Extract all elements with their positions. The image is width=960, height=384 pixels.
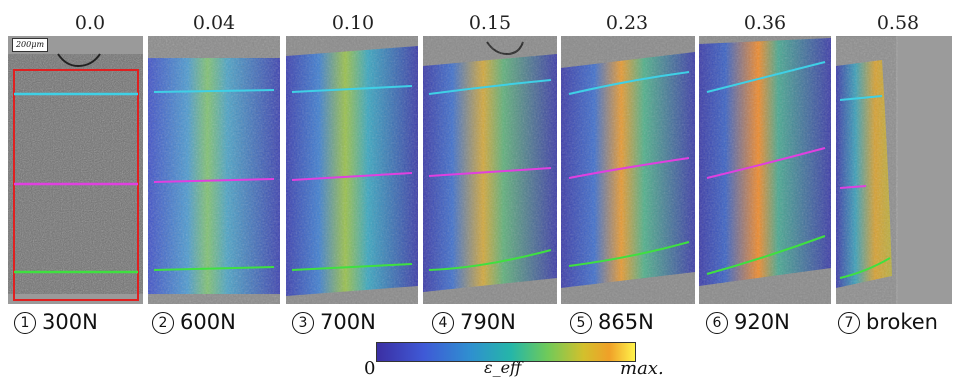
scale-bar: 200μm [12,38,48,52]
step-number-7: 7 [838,312,860,334]
strain-label-4: 0.15 [468,12,512,34]
specimen-image-1 [8,36,143,304]
strain-label-6: 0.36 [743,12,787,34]
step-number-1: 1 [14,312,36,334]
specimen-image-3 [286,36,418,304]
specimen-image-7 [836,36,952,304]
load-value-5: 865N [598,310,654,334]
step-number-4: 4 [432,312,454,334]
load-label-3: 3 700N [292,310,376,334]
load-value-1: 300N [42,310,98,334]
load-value-7: broken [866,310,938,334]
step-number-5: 5 [570,312,592,334]
load-label-5: 5 865N [570,310,654,334]
specimen-image-6 [699,36,831,304]
load-value-4: 790N [460,310,516,334]
strain-label-3: 0.10 [331,12,375,34]
load-label-7: 7 broken [838,310,938,334]
specimen-image-2 [148,36,280,304]
colorbar-min-label: 0 [364,358,376,379]
load-value-3: 700N [320,310,376,334]
colorbar-max-label: max. [620,358,664,379]
strain-label-7: 0.58 [876,12,920,34]
colorbar-variable-label: ε_eff [484,358,522,377]
step-number-6: 6 [706,312,728,334]
load-value-2: 600N [180,310,236,334]
strain-label-1: 0.0 [74,12,106,34]
load-label-4: 4 790N [432,310,516,334]
step-number-2: 2 [152,312,174,334]
specimen-image-4 [423,36,557,304]
strain-colorbar [376,342,636,362]
step-number-3: 3 [292,312,314,334]
load-label-2: 2 600N [152,310,236,334]
specimen-image-5 [561,36,695,304]
load-label-1: 1 300N [14,310,98,334]
load-label-6: 6 920N [706,310,790,334]
strain-label-5: 0.23 [605,12,649,34]
strain-label-2: 0.04 [192,12,236,34]
load-value-6: 920N [734,310,790,334]
